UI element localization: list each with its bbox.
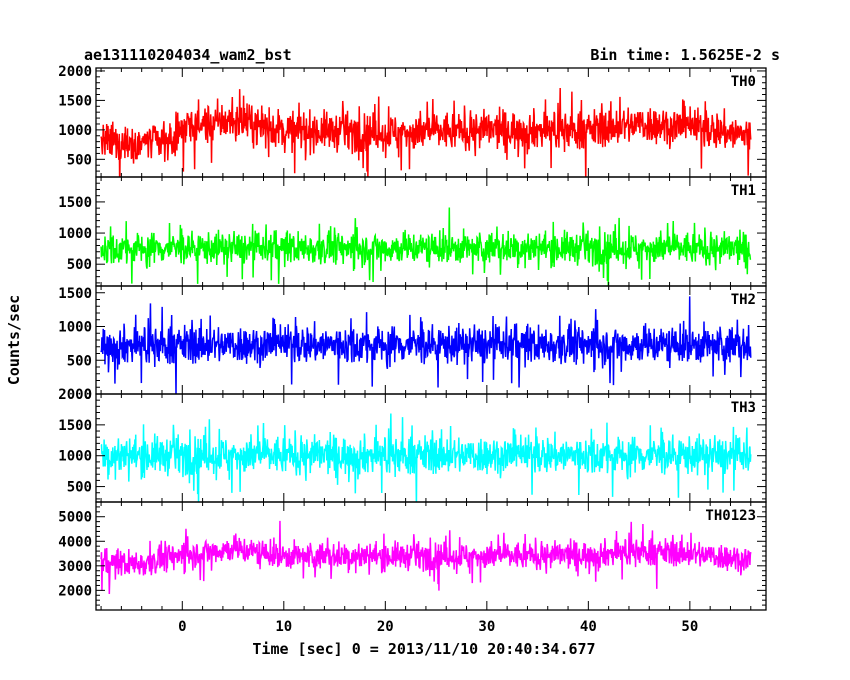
x-tick-label: 10 (275, 619, 292, 635)
y-tick-label: 3000 (58, 559, 92, 575)
panel-th0: 500 1000 1500 2000 TH0 (58, 64, 767, 178)
y-tick-label: 1500 (58, 418, 92, 434)
y-axis-label: Counts/sec (5, 295, 23, 385)
y-tick-label: 2000 (58, 387, 92, 403)
x-tick-label: 20 (377, 619, 394, 635)
series-th0 (100, 87, 752, 177)
x-axis-label: Time [sec] 0 = 2013/11/10 20:40:34.677 (252, 640, 595, 658)
panels: 500 1000 1500 2000 TH0 500 1000 1500 TH1 0 500 1000… (58, 64, 767, 611)
y-tick-label: 500 (67, 480, 92, 496)
y-tick-label: 1500 (58, 195, 92, 211)
y-tick-label: 2000 (58, 583, 92, 599)
y-tick-label: 5000 (58, 510, 92, 526)
panel-label: TH0123 (705, 508, 756, 524)
y-tick-label: 1500 (58, 286, 92, 302)
panel-th2: 0 500 1000 1500 TH2 (58, 285, 767, 403)
x-axis: 0 10 20 30 40 50 (178, 619, 698, 635)
chart-subtitle: Bin time: 1.5625E-2 s (590, 46, 780, 64)
y-tick-label: 500 (67, 152, 92, 168)
panel-th0123: 2000 3000 4000 5000 TH0123 (58, 501, 767, 611)
series-th1 (100, 207, 752, 286)
panel-label: TH1 (731, 183, 756, 199)
panel-label: TH0 (731, 74, 756, 90)
y-tick-label: 500 (67, 353, 92, 369)
y-tick-label: 1000 (58, 449, 92, 465)
panel-label: TH3 (731, 400, 756, 416)
x-tick-label: 0 (178, 619, 186, 635)
x-tick-label: 50 (681, 619, 698, 635)
panel-th3: 500 1000 1500 2000 TH3 (58, 387, 767, 503)
y-tick-label: 1000 (58, 320, 92, 336)
series-th3 (100, 413, 752, 502)
y-tick-label: 4000 (58, 534, 92, 550)
y-tick-label: 500 (67, 257, 92, 273)
panel-frame (95, 176, 767, 287)
y-tick-label: 2000 (58, 64, 92, 80)
panel-th1: 500 1000 1500 TH1 (58, 176, 767, 287)
x-tick-label: 40 (580, 619, 597, 635)
x-tick-label: 30 (478, 619, 495, 635)
series-th2 (100, 296, 752, 394)
panel-label: TH2 (731, 292, 756, 308)
chart-title: ae131110204034_wam2_bst (84, 46, 292, 64)
y-tick-label: 1500 (58, 93, 92, 109)
y-tick-label: 0 (84, 387, 92, 403)
series-th0123 (100, 520, 752, 595)
y-tick-label: 1000 (58, 123, 92, 139)
y-tick-label: 1000 (58, 226, 92, 242)
